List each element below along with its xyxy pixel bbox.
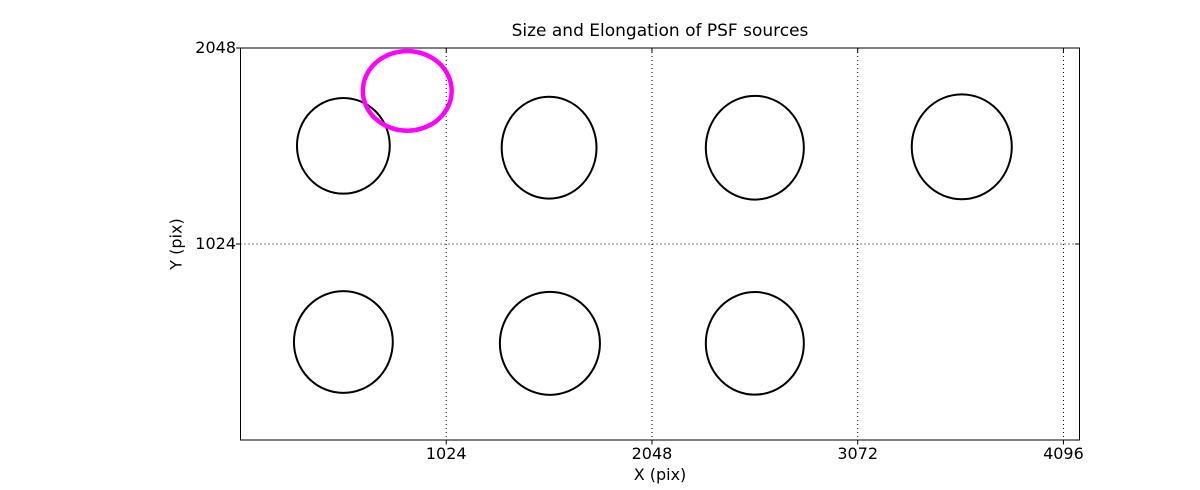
psf-ellipse-6	[704, 291, 805, 396]
xtick-label-4096: 4096	[1043, 444, 1084, 463]
psf-ellipse-4	[292, 290, 394, 394]
ytick-label-2048: 2048	[195, 38, 236, 57]
psf-ellipse-2	[704, 94, 805, 201]
xtick-label-2048: 2048	[631, 444, 673, 463]
psf-ellipse-5	[498, 290, 601, 396]
psf-ellipse-highlighted	[360, 48, 454, 133]
xtick-label-1024: 1024	[425, 444, 467, 463]
ytick-label-1024: 1024	[195, 234, 236, 253]
psf-ellipse-1	[500, 95, 598, 200]
psf-ellipse-3	[910, 93, 1013, 201]
x-axis-label: X (pix)	[633, 465, 687, 484]
chart-title: Size and Elongation of PSF sources	[511, 21, 809, 41]
xtick-label-3072: 3072	[837, 444, 879, 463]
psf-ellipse-0	[295, 96, 391, 195]
